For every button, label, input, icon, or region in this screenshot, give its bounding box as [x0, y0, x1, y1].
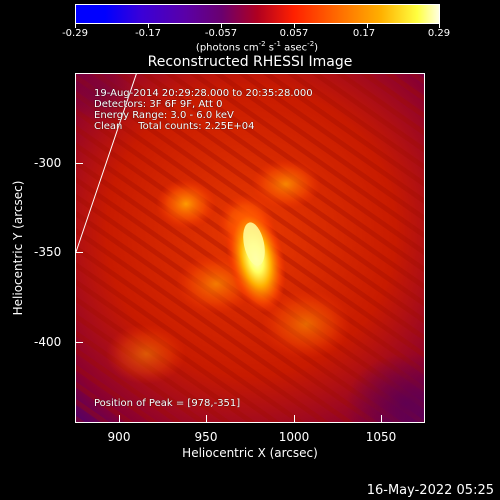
heatmap-image: [76, 74, 424, 422]
colorbar-label: -0.29: [62, 28, 88, 39]
x-tick-mark: [119, 415, 120, 423]
energy-range: Energy Range: 3.0 - 6.0 keV: [94, 110, 234, 121]
y-axis-label: Heliocentric Y (arcsec): [11, 180, 25, 316]
colorbar: [75, 4, 440, 24]
x-tick-label: 1050: [365, 430, 397, 444]
colorbar-tick: [294, 24, 295, 28]
clean-counts: Clean Total counts: 2.25E+04: [94, 121, 255, 132]
render-timestamp: 16-May-2022 05:25: [366, 483, 494, 498]
y-tick-label: -300: [34, 156, 62, 170]
x-tick-label: 950: [194, 430, 218, 444]
colorbar-label: -0.17: [135, 28, 161, 39]
colorbar-label: -0.057: [204, 28, 238, 39]
colorbar-label: 0.29: [427, 28, 451, 39]
colorbar-tick: [367, 24, 368, 28]
image-title: Reconstructed RHESSI Image: [147, 54, 353, 70]
colorbar-label: 0.057: [279, 28, 309, 39]
x-axis-label: Heliocentric X (arcsec): [182, 446, 318, 460]
x-tick-mark: [294, 415, 295, 423]
x-tick-label: 1000: [278, 430, 310, 444]
y-tick-mark: [75, 252, 83, 253]
time-range: 19-Aug-2014 20:29:28.000 to 20:35:28.000: [94, 88, 313, 99]
colorbar-tick: [439, 24, 440, 28]
y-tick-label: -350: [34, 245, 62, 259]
colorbar-tick: [221, 24, 222, 28]
detectors: Detectors: 3F 6F 9F, Att 0: [94, 99, 223, 110]
y-tick-label: -400: [34, 335, 62, 349]
colorbar-tick: [148, 24, 149, 28]
colorbar-label: 0.17: [352, 28, 376, 39]
x-tick-mark: [381, 415, 382, 423]
x-tick-mark: [206, 415, 207, 423]
colorbar-tick: [75, 24, 76, 28]
y-tick-mark: [75, 163, 83, 164]
colorbar-units: (photons cm-2 s-1 asec-2): [195, 40, 319, 54]
rhessi-image: 19-Aug-2014 20:29:28.000 to 20:35:28.000…: [75, 73, 425, 423]
peak-position: Position of Peak = [978,-351]: [94, 398, 241, 409]
limb-line: [76, 74, 137, 253]
y-tick-mark: [75, 342, 83, 343]
x-tick-label: 900: [107, 430, 131, 444]
